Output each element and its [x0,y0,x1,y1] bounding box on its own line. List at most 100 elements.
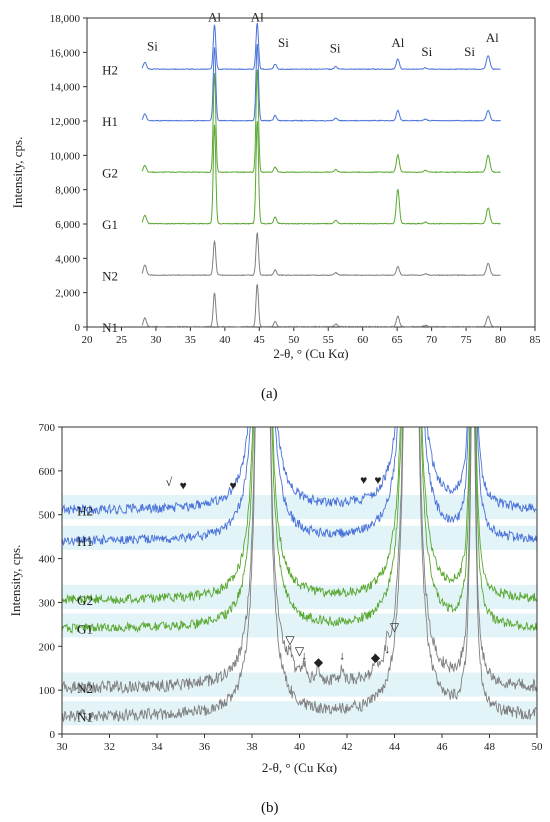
series-band [62,584,537,610]
x-tick-label: 80 [495,334,507,346]
y-tick-label: 200 [39,641,56,653]
x-tick-label: 40 [294,741,306,753]
y-axis-label: Intensity, cps. [10,137,25,209]
y-axis-label: Intensity, cps. [8,545,23,617]
series-label-n1: N1 [77,709,93,724]
phase-marker: ↓ [301,648,307,662]
phase-marker: ↓ [384,642,390,656]
phase-marker: ▽ [295,644,305,658]
phase-marker: ▽ [285,633,295,647]
x-tick-label: 35 [185,334,197,346]
peak-annotation: Si [278,35,289,50]
y-tick-label: 8,000 [55,185,80,197]
y-tick-label: 14,000 [50,82,81,94]
y-tick-label: 600 [39,466,56,478]
y-tick-label: 16,000 [50,47,81,59]
peak-annotation: Si [421,44,432,59]
series-line-n2 [141,232,501,277]
series-line-n1 [141,284,501,328]
y-tick-label: 0 [75,322,81,334]
x-tick-label: 44 [389,741,401,753]
x-tick-label: 38 [247,741,259,753]
series-band [62,672,537,697]
y-tick-label: 10,000 [50,150,81,162]
peak-annotation: Al [251,9,264,24]
x-tick-label: 32 [104,741,115,753]
caption-a: (a) [261,386,278,402]
series-label-h1: H1 [102,114,118,129]
series-line-g1 [62,427,537,634]
series-line-n2 [62,427,537,695]
series-label-h2: H2 [102,63,118,78]
x-tick-label: 70 [426,334,438,346]
peak-annotation: Si [464,44,475,59]
x-tick-label: 25 [116,334,128,346]
peak-annotation: Si [147,39,158,54]
phase-marker: ◆ [371,651,381,665]
y-tick-label: 700 [39,422,56,434]
series-line-h2 [141,22,501,71]
x-tick-label: 60 [357,334,369,346]
phase-marker: √ [166,475,173,489]
y-tick-label: 100 [39,685,56,697]
series-label-h2: H2 [77,503,93,518]
series-line-g1 [141,121,501,225]
y-tick-label: 12,000 [50,116,81,128]
x-tick-label: 40 [219,334,231,346]
y-tick-label: 2,000 [55,288,80,300]
series-label-g2: G2 [77,593,93,608]
x-tick-label: 55 [323,334,335,346]
x-tick-label: 48 [484,741,496,753]
series-line-g2 [62,427,537,605]
phase-marker: ◆ [314,655,324,669]
x-tick-label: 30 [57,741,69,753]
phase-marker: ↓ [339,648,345,662]
x-tick-label: 45 [254,334,266,346]
phase-marker: ♥ [229,478,236,492]
caption-b: (b) [261,800,279,816]
series-line-g2 [141,69,501,174]
plot-area-b [62,427,537,726]
y-tick-label: 4,000 [55,253,80,265]
series-label-g2: G2 [102,166,118,181]
x-tick-label: 50 [288,334,300,346]
y-tick-label: 300 [39,597,56,609]
x-tick-label: 34 [152,741,164,753]
x-axis-label: 2-θ, ° (Cu Kα) [273,346,348,361]
phase-marker: ♥ [374,473,381,487]
series-band [62,525,537,550]
series-line-h2 [62,427,537,516]
y-tick-label: 18,000 [50,13,81,25]
x-tick-label: 36 [199,741,211,753]
series-label-h1: H1 [77,534,93,549]
x-tick-label: 46 [437,741,449,753]
y-tick-label: 0 [50,729,56,741]
series-label-n1: N1 [102,320,118,335]
series-label-n2: N2 [77,681,93,696]
series-line-n1 [62,427,537,723]
y-tick-label: 400 [39,554,56,566]
series-line-h1 [141,43,501,122]
peak-annotation: Al [486,30,499,45]
series-label-n2: N2 [102,269,118,284]
series-label-g1: G1 [102,217,118,232]
phase-marker: ♥ [180,478,187,492]
x-tick-label: 20 [82,334,94,346]
x-tick-label: 85 [530,334,542,346]
chart-a: 20 25 30 35 40 45 50 55 60 65 70 75 80 85 0 2,000 4,000 6… [10,9,541,361]
x-tick-label: 75 [461,334,473,346]
phase-marker: ▽ [390,620,400,634]
series-line-h1 [62,427,537,547]
phase-marker: ♥ [360,473,367,487]
x-axis-label: 2-θ, ° (Cu Kα) [262,760,337,775]
x-tick-label: 42 [342,741,353,753]
y-tick-label: 500 [39,510,56,522]
series-label-g1: G1 [77,622,93,637]
x-tick-label: 30 [150,334,162,346]
y-tick-label: 6,000 [55,219,80,231]
x-tick-label: 50 [532,741,544,753]
peak-annotation: Al [391,35,404,50]
x-tick-label: 65 [392,334,404,346]
